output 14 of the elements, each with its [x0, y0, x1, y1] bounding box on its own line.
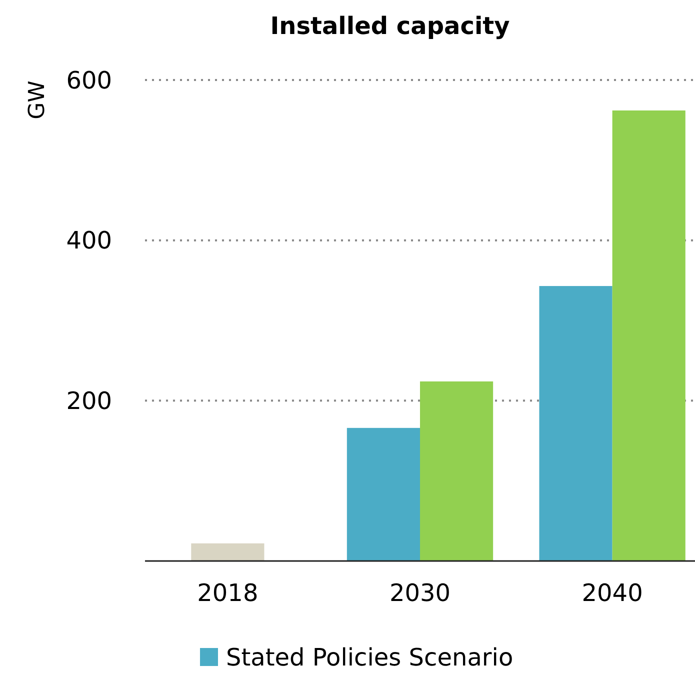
x-tick-label: 2030 — [389, 579, 451, 607]
chart-title: Installed capacity — [270, 12, 510, 40]
y-tick-label: 400 — [66, 226, 112, 255]
x-tick-label: 2018 — [197, 579, 258, 607]
bar — [346, 428, 420, 561]
legend-label: Stated Policies Scenario — [226, 643, 514, 672]
y-axis-title: GW — [25, 80, 50, 120]
bar — [612, 110, 686, 561]
y-tick-label: 200 — [66, 387, 112, 416]
y-tick-label: 600 — [66, 66, 112, 94]
bar — [191, 543, 264, 561]
x-tick-label: 2040 — [582, 579, 643, 607]
bar — [539, 286, 612, 561]
bar — [420, 381, 494, 561]
